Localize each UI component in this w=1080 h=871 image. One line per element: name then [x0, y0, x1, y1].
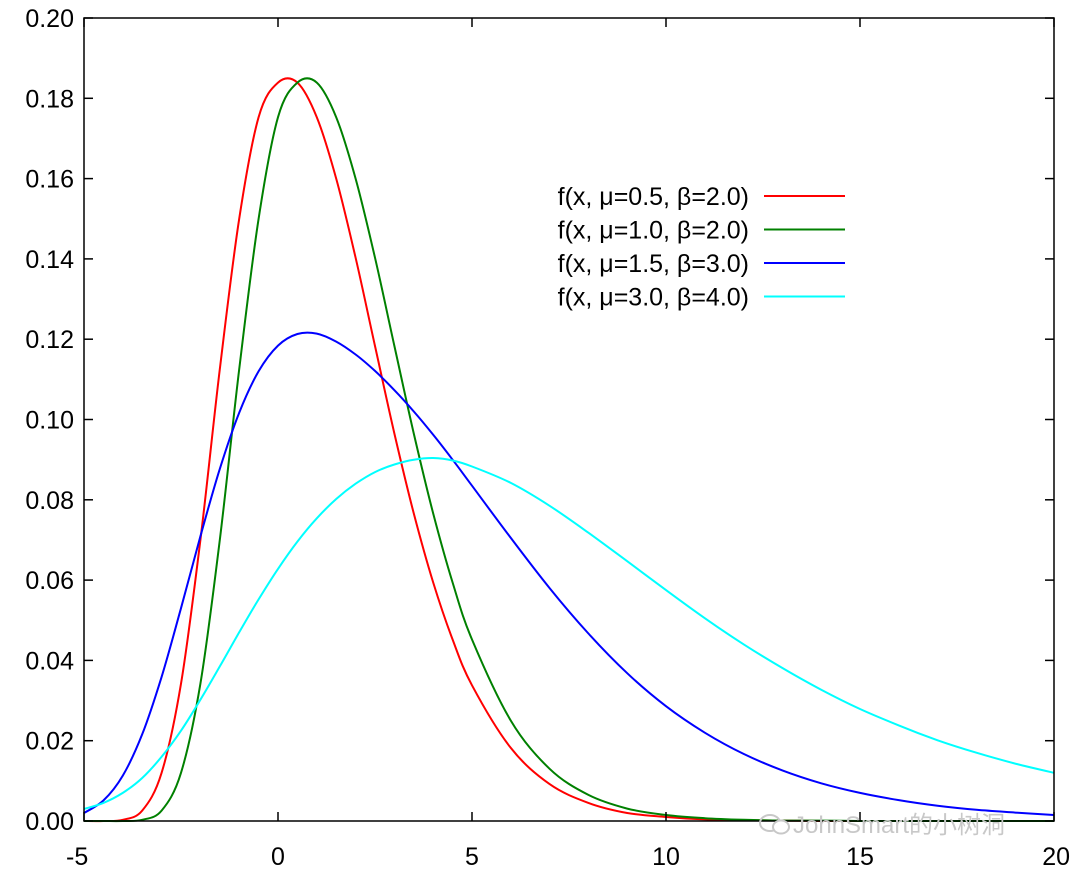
- y-tick-label: 0.04: [25, 647, 74, 675]
- y-tick-label: 0.10: [25, 407, 74, 435]
- y-tick-label: 0.20: [25, 5, 74, 33]
- y-tick-label: 0.06: [25, 567, 74, 595]
- series-line-4: [83, 456, 1055, 810]
- y-tick-label: 0.18: [25, 85, 74, 113]
- watermark: JohnSmart的小树洞: [759, 812, 1005, 839]
- legend-label-2: f(x, μ=1.0, β=2.0): [558, 217, 749, 245]
- y-tick-label: 0.14: [25, 246, 74, 274]
- y-tick-label: 0.12: [25, 326, 74, 354]
- legend-label-4: f(x, μ=3.0, β=4.0): [558, 284, 749, 312]
- y-tick-label: 0.00: [25, 808, 74, 836]
- y-tick-label: 0.16: [25, 166, 74, 194]
- y-tick-label: 0.02: [25, 728, 74, 756]
- watermark-text: JohnSmart的小树洞: [793, 812, 1005, 839]
- legend-label-1: f(x, μ=0.5, β=2.0): [558, 183, 749, 211]
- x-tick-label: 15: [846, 843, 874, 871]
- y-tick-label: 0.08: [25, 487, 74, 515]
- legend: f(x, μ=0.5, β=2.0) f(x, μ=1.0, β=2.0) f(x,…: [558, 183, 845, 312]
- x-tick-label: 0: [271, 843, 285, 871]
- legend-label-3: f(x, μ=1.5, β=3.0): [558, 250, 749, 278]
- series-line-3: [83, 331, 1055, 816]
- x-tick-label: 5: [465, 843, 479, 871]
- wechat-icon: [759, 814, 790, 835]
- x-tick-label: 20: [1042, 843, 1070, 871]
- x-tick-label: -5: [66, 843, 88, 871]
- x-tick-label: 10: [652, 843, 680, 871]
- tick-layer: 0.00 0.02 0.04 0.06 0.08 0.10 0.12 0.14 0.16 0.18…: [25, 5, 1070, 871]
